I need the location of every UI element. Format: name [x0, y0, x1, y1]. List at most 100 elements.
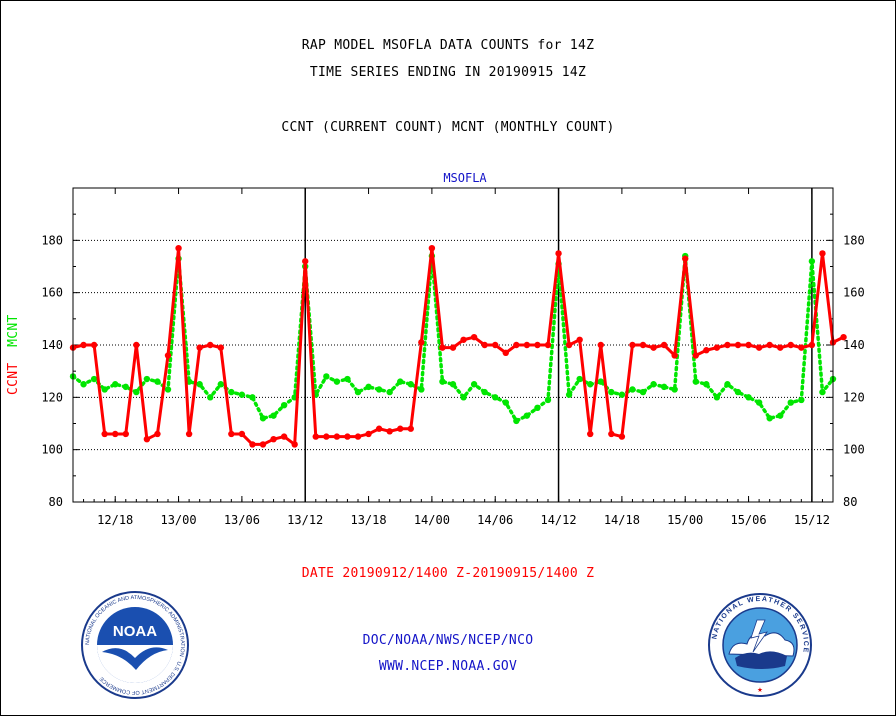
website-url: WWW.NCEP.NOAA.GOV [378, 659, 518, 674]
y-tick-label-right-100: 100 [843, 443, 865, 457]
data-point-mcnt [323, 373, 330, 380]
data-point-ccnt [576, 336, 583, 343]
data-point-mcnt [418, 386, 425, 393]
data-point-ccnt [207, 341, 214, 349]
data-point-ccnt [418, 339, 425, 346]
data-point-ccnt [101, 430, 108, 438]
data-point-ccnt [544, 341, 552, 349]
data-point-ccnt [80, 341, 87, 349]
data-point-ccnt [175, 244, 182, 252]
data-point-ccnt [618, 433, 626, 440]
y-tick-label-right-160: 160 [843, 286, 865, 300]
x-tick-label-5: 14/00 [414, 513, 450, 527]
data-point-ccnt [555, 250, 562, 257]
data-point-ccnt [133, 341, 140, 349]
data-point-mcnt [523, 412, 531, 419]
data-point-mcnt [513, 417, 520, 425]
x-tick-label-3: 13/12 [287, 513, 323, 527]
data-point-ccnt [608, 430, 615, 438]
data-point-ccnt [122, 430, 129, 438]
y-tick-label-left-120: 120 [41, 390, 63, 404]
data-point-mcnt [734, 388, 742, 396]
data-point-ccnt [481, 341, 488, 349]
data-point-mcnt [608, 388, 615, 396]
data-point-ccnt [228, 430, 235, 438]
data-point-mcnt [502, 399, 509, 406]
chart-title: MSOFLA [443, 171, 487, 185]
data-point-mcnt [639, 388, 647, 396]
data-point-ccnt [365, 430, 372, 438]
data-point-mcnt [671, 386, 678, 393]
data-point-mcnt [660, 383, 668, 391]
data-point-ccnt [249, 441, 256, 448]
data-point-ccnt [755, 344, 763, 351]
data-point-ccnt [523, 341, 531, 349]
data-point-ccnt [270, 436, 277, 443]
data-point-ccnt [333, 433, 341, 440]
data-point-ccnt [323, 433, 330, 440]
data-point-ccnt [164, 352, 172, 359]
data-point-ccnt [840, 333, 847, 341]
data-point-mcnt [618, 391, 626, 398]
data-point-mcnt [692, 378, 699, 385]
y-tick-label-right-120: 120 [843, 390, 865, 404]
data-point-mcnt [460, 394, 467, 401]
data-point-mcnt [259, 415, 267, 422]
data-point-mcnt [154, 378, 161, 385]
data-point-mcnt [122, 383, 129, 391]
data-point-mcnt [629, 386, 636, 393]
data-point-mcnt [164, 386, 172, 393]
data-point-ccnt [302, 258, 309, 265]
data-point-mcnt [143, 375, 151, 383]
y-tick-label-left-140: 140 [41, 338, 63, 352]
data-point-ccnt [650, 344, 657, 351]
x-tick-label-1: 13/00 [160, 513, 196, 527]
data-point-mcnt [101, 386, 108, 393]
data-point-mcnt [745, 394, 752, 401]
data-point-mcnt [386, 388, 393, 396]
x-tick-label-4: 13/18 [350, 513, 386, 527]
data-point-ccnt [629, 341, 636, 349]
y-tick-label-left-100: 100 [41, 443, 63, 457]
data-point-ccnt [639, 341, 647, 349]
noaa-logo-text: NOAA [113, 623, 157, 640]
nws-logo: NATIONAL WEATHER SERVICE ★ [708, 593, 812, 697]
data-point-ccnt [597, 341, 604, 349]
data-point-mcnt [755, 399, 763, 406]
org-path: DOC/NOAA/NWS/NCEP/NCO [362, 633, 534, 648]
y-tick-label-right-80: 80 [843, 495, 857, 509]
data-point-ccnt [407, 425, 414, 432]
data-point-mcnt [777, 412, 784, 419]
data-point-mcnt [133, 388, 140, 396]
data-point-ccnt [565, 341, 573, 349]
data-point-mcnt [228, 388, 235, 396]
data-point-ccnt [143, 436, 151, 443]
x-tick-label-10: 15/06 [730, 513, 766, 527]
data-point-ccnt [217, 344, 224, 351]
x-tick-label-0: 12/18 [97, 513, 133, 527]
data-point-ccnt [428, 244, 436, 252]
data-point-ccnt [154, 430, 161, 438]
x-tick-label-11: 15/12 [794, 513, 830, 527]
data-point-mcnt [249, 394, 256, 401]
data-point-mcnt [238, 391, 246, 398]
data-point-ccnt [460, 336, 467, 343]
y-tick-label-left-160: 160 [41, 286, 63, 300]
data-point-mcnt [787, 399, 794, 406]
data-point-ccnt [777, 344, 784, 351]
data-point-ccnt [734, 341, 742, 349]
data-point-ccnt [724, 341, 731, 349]
data-point-mcnt [80, 381, 87, 388]
data-point-mcnt [724, 381, 731, 388]
data-point-mcnt [713, 394, 721, 401]
date-range: DATE 20190912/1400 Z-20190915/1400 Z [301, 566, 595, 581]
data-point-ccnt [386, 428, 393, 435]
data-point-ccnt [470, 333, 478, 341]
data-point-mcnt [354, 388, 362, 396]
data-point-ccnt [196, 344, 203, 351]
data-point-ccnt [787, 341, 794, 349]
data-point-mcnt [481, 388, 488, 396]
data-point-ccnt [703, 347, 710, 354]
data-point-mcnt [90, 375, 98, 383]
